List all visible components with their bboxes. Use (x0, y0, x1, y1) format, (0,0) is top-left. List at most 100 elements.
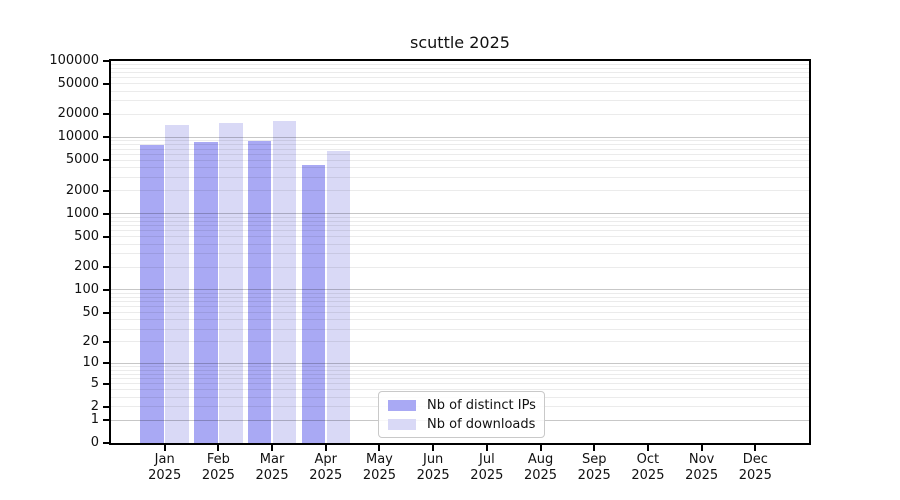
month-label: May (366, 452, 393, 467)
year-label: 2025 (416, 468, 450, 483)
legend-label: Nb of downloads (427, 416, 536, 432)
gridline-minor (111, 319, 809, 321)
y-tick-mark (103, 340, 109, 343)
gridline-minor (111, 366, 809, 368)
gridline-minor (111, 230, 809, 232)
x-tick-mark (700, 445, 703, 451)
gridline-minor (111, 312, 809, 314)
year-label: 2025 (685, 468, 719, 483)
gridline-major (111, 362, 809, 364)
y-tick-label: 2000 (65, 182, 99, 198)
year-label: 2025 (523, 468, 558, 483)
gridline-major (111, 136, 809, 138)
gridline-minor (111, 296, 809, 298)
x-tick-label-jan: Jan 2025 (132, 452, 198, 484)
gridline-minor (111, 67, 809, 69)
x-tick-mark (593, 445, 596, 451)
x-tick-label-jun: Jun 2025 (400, 452, 466, 484)
y-tick-label: 500 (74, 228, 99, 244)
month-label: Jun (422, 452, 444, 467)
month-label: Mar (259, 452, 285, 467)
gridline-minor (111, 220, 809, 222)
year-label: 2025 (470, 468, 504, 483)
x-tick-mark (539, 445, 542, 451)
gridline-minor (111, 243, 809, 245)
bar-distinct-ips-mar (247, 140, 272, 443)
gridline-major (111, 213, 809, 215)
y-tick-mark (103, 235, 109, 238)
x-tick-mark (271, 445, 274, 451)
bar-downloads-jan (165, 125, 189, 443)
x-tick-label-dec: Dec 2025 (722, 452, 788, 484)
year-label: 2025 (148, 468, 182, 483)
bar-distinct-ips-apr (301, 165, 326, 443)
y-tick-label: 2 (90, 398, 99, 414)
year-label: 2025 (631, 468, 665, 483)
year-label: 2025 (255, 468, 289, 483)
gridline-minor (111, 266, 809, 268)
y-tick-label: 200 (74, 259, 99, 275)
x-tick-mark (432, 445, 435, 451)
gridline-minor (111, 167, 809, 169)
gridline-minor (111, 377, 809, 379)
gridline-minor (111, 216, 809, 218)
y-tick-mark (103, 362, 109, 365)
x-tick-mark (378, 445, 381, 451)
gridline-minor (111, 292, 809, 294)
y-tick-mark (103, 82, 109, 85)
month-label: Aug (527, 452, 554, 467)
y-tick-label: 5000 (65, 152, 99, 168)
month-label: Jan (154, 452, 175, 467)
gridline-minor (111, 328, 809, 330)
chart-title: scuttle 2025 (410, 33, 510, 52)
x-tick-label-apr: Apr 2025 (293, 452, 359, 484)
gridline-minor (111, 341, 809, 343)
y-tick-label: 100000 (49, 53, 99, 68)
legend: Nb of distinct IPs Nb of downloads (378, 391, 545, 438)
y-tick-label: 100 (74, 281, 99, 297)
x-tick-mark (163, 445, 166, 451)
bar-downloads-apr (326, 150, 351, 443)
gridline-minor (111, 90, 809, 92)
x-tick-label-oct: Oct 2025 (615, 452, 681, 484)
year-label: 2025 (309, 468, 343, 483)
bar-distinct-ips-jan (140, 145, 164, 443)
x-tick-label-jul: Jul 2025 (454, 452, 520, 484)
bar-downloads-feb (219, 123, 243, 443)
x-tick-label-nov: Nov 2025 (669, 452, 735, 484)
y-tick-mark (103, 113, 109, 116)
year-label: 2025 (201, 468, 235, 483)
month-label: Feb (206, 452, 230, 467)
y-tick-mark (103, 405, 109, 408)
y-tick-mark (103, 419, 109, 421)
y-tick-label: 1000 (65, 205, 99, 221)
gridline-minor (111, 225, 809, 227)
gridline-minor (111, 190, 809, 192)
month-label: Jul (479, 452, 495, 467)
y-tick-mark (103, 288, 109, 291)
x-tick-label-may: May 2025 (346, 452, 412, 484)
gridline-minor (111, 253, 809, 255)
gridline-minor (111, 100, 809, 102)
gridline-minor (111, 144, 809, 146)
legend-swatch (388, 418, 416, 430)
gridline-minor (111, 159, 809, 161)
x-tick-mark (646, 445, 649, 451)
month-label: Sep (581, 452, 607, 467)
y-tick-mark (103, 159, 109, 162)
y-tick-label: 10000 (57, 129, 99, 145)
x-tick-label-mar: Mar 2025 (239, 452, 305, 484)
x-tick-label-aug: Aug 2025 (508, 452, 574, 484)
y-tick-mark (103, 382, 109, 385)
gridline-minor (111, 113, 809, 115)
y-tick-mark (103, 266, 109, 269)
x-tick-mark (485, 445, 488, 451)
year-label: 2025 (738, 468, 772, 483)
y-tick-mark (103, 136, 109, 139)
y-tick-label: 1 (90, 412, 99, 427)
gridline-minor (111, 306, 809, 308)
month-label: Nov (688, 452, 715, 467)
gridline-minor (111, 236, 809, 238)
legend-swatch (388, 399, 416, 411)
